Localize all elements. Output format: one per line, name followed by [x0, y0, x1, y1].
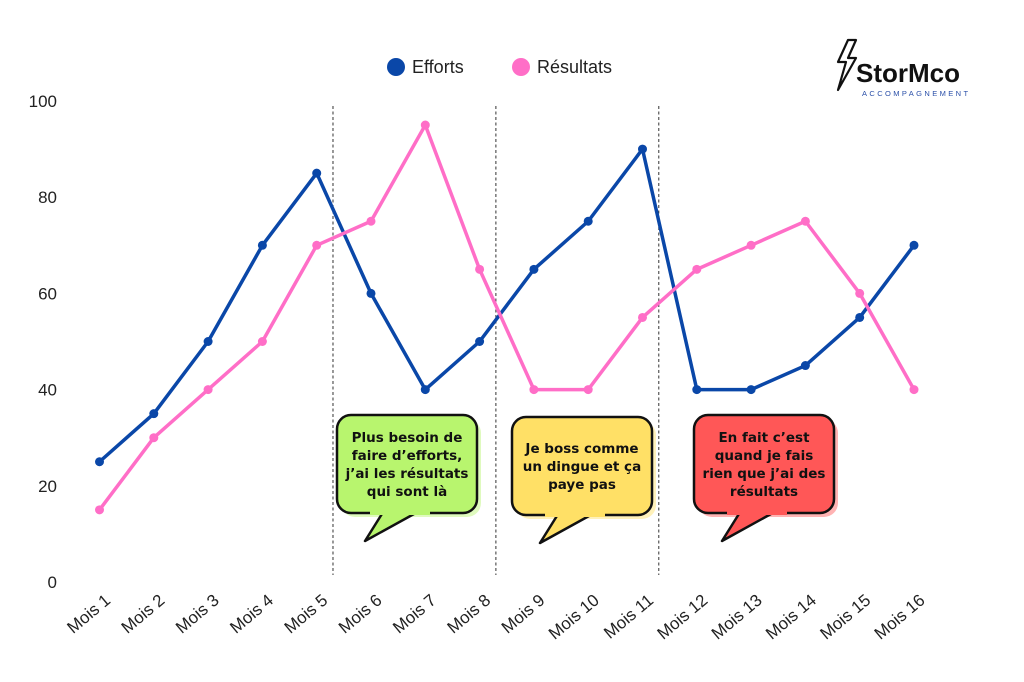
- data-point: [692, 264, 702, 274]
- speech-bubble: En fait c’est quand je fais rien que j’ai …: [692, 413, 838, 543]
- speech-bubble: Je boss comme un dingue et ça paye pas: [510, 415, 656, 545]
- x-tick-label: Mois 15: [816, 591, 874, 644]
- data-point: [149, 433, 159, 443]
- data-point: [475, 264, 485, 274]
- data-point: [475, 337, 485, 346]
- x-tick-label: Mois 8: [444, 591, 495, 638]
- data-point: [909, 240, 919, 250]
- data-point: [312, 240, 322, 250]
- legend-label: Efforts: [412, 57, 464, 77]
- data-point: [583, 385, 593, 395]
- x-tick-label: Mois 3: [172, 591, 223, 638]
- data-point: [800, 361, 810, 371]
- x-tick-label: Mois 10: [545, 591, 603, 644]
- bubble-text-line: paye pas: [548, 477, 616, 493]
- bubble-text-line: En fait c’est: [718, 430, 810, 446]
- x-tick-label: Mois 2: [118, 591, 169, 638]
- data-point: [855, 288, 865, 298]
- stormco-logo: StorMco ACCOMPAGNEMENT: [836, 38, 970, 98]
- bubble-text-line: qui sont là: [367, 484, 447, 500]
- data-point: [909, 385, 919, 395]
- series-line: [97, 123, 916, 512]
- bubble-text-line: quand je fais: [715, 448, 814, 464]
- data-point: [692, 385, 702, 395]
- y-tick-label: 40: [38, 381, 57, 400]
- series-line: [97, 147, 916, 464]
- data-point: [312, 168, 322, 178]
- y-tick-label: 80: [38, 188, 57, 207]
- y-tick-label: 100: [29, 92, 57, 111]
- bubble-joint: [370, 505, 430, 515]
- dividers: [332, 106, 660, 575]
- legend-marker: [387, 58, 405, 76]
- data-point: [149, 409, 159, 419]
- speech-bubble: Plus besoin de faire d’efforts, j’ai les r…: [335, 413, 481, 543]
- bubble-text-line: un dingue et ça: [523, 459, 641, 475]
- x-tick-label: Mois 5: [281, 591, 332, 638]
- legend-label: Résultats: [537, 57, 612, 77]
- bubble-text-line: j’ai les résultats: [345, 466, 469, 482]
- annotations: Plus besoin de faire d’efforts, j’ai les r…: [335, 413, 838, 545]
- bubble-text-line: Plus besoin de: [352, 430, 463, 446]
- data-point: [203, 385, 213, 395]
- y-tick-label: 20: [38, 477, 57, 496]
- x-tick-label: Mois 14: [762, 591, 820, 644]
- bubble-joint: [545, 507, 605, 517]
- x-tick-label: Mois 9: [498, 591, 549, 638]
- x-tick-label: Mois 7: [389, 591, 440, 638]
- data-point: [800, 216, 810, 226]
- bubble-text-line: faire d’efforts,: [352, 448, 463, 464]
- x-tick-label: Mois 1: [63, 591, 114, 638]
- logo-subtitle: ACCOMPAGNEMENT: [862, 89, 970, 98]
- data-point: [638, 144, 647, 154]
- x-tick-label: Mois 6: [335, 591, 386, 638]
- logo-text: StorMco: [856, 58, 960, 88]
- y-tick-label: 60: [38, 284, 57, 303]
- data-point: [257, 240, 267, 250]
- data-point: [95, 505, 104, 515]
- bubble-text-line: Je boss comme: [524, 441, 638, 457]
- data-point: [257, 337, 267, 346]
- data-point: [529, 264, 539, 274]
- data-point: [529, 385, 539, 395]
- data-point: [95, 457, 104, 467]
- legend-marker: [512, 58, 530, 76]
- data-point: [583, 216, 593, 226]
- y-tick-label: 0: [48, 573, 57, 592]
- bubble-text-line: résultats: [730, 484, 798, 500]
- data-point: [366, 288, 376, 298]
- data-point: [746, 385, 756, 395]
- data-point: [366, 216, 376, 226]
- bubble-text-line: rien que j’ai des: [703, 466, 826, 482]
- data-point: [420, 385, 430, 395]
- data-point: [203, 337, 213, 346]
- series-layer: [95, 120, 919, 515]
- x-tick-label: Mois 11: [600, 591, 657, 643]
- data-point: [420, 120, 430, 130]
- x-tick-label: Mois 16: [871, 591, 929, 644]
- data-point: [855, 312, 865, 322]
- x-tick-label: Mois 12: [654, 591, 712, 644]
- x-tick-label: Mois 13: [708, 591, 766, 644]
- y-axis: 0 20 40 60 80 100: [29, 92, 57, 592]
- data-point: [638, 312, 647, 322]
- legend: Efforts Résultats: [387, 57, 612, 77]
- x-axis: Mois 1 Mois 2 Mois 3 Mois 4 Mois 5 Mois 6 Mois…: [63, 591, 928, 644]
- x-tick-label: Mois 4: [226, 591, 277, 638]
- data-point: [746, 240, 756, 250]
- bubble-joint: [727, 505, 787, 515]
